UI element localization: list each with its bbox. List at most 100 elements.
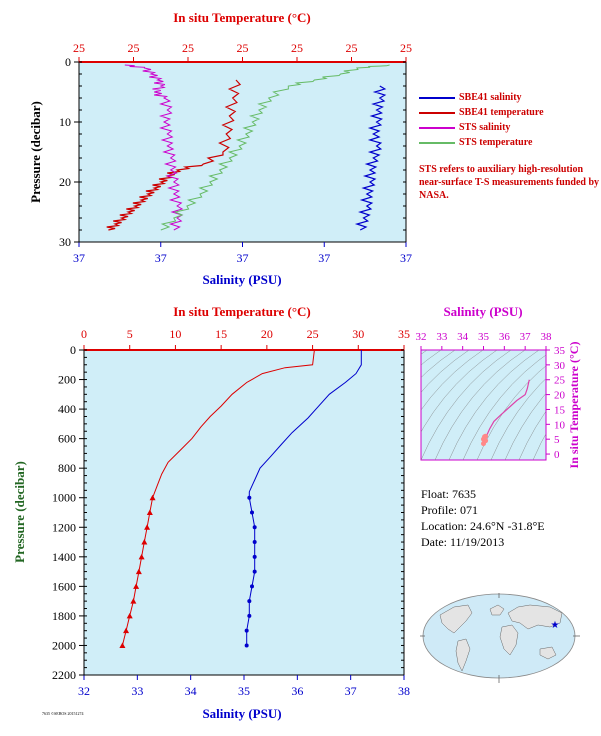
legend-note: STS refers to auxiliary high-resolution … <box>419 164 600 201</box>
main-chart-pressure-axis-title: Pressure (decibar) <box>12 461 27 563</box>
ts-right-tick-label: 0 <box>554 449 560 461</box>
main-top-tick-label: 20 <box>261 327 273 341</box>
temperature-marker <box>138 553 145 560</box>
temperature-marker <box>123 627 130 634</box>
legend-item: STS salinity <box>419 120 599 135</box>
temperature-marker <box>146 509 153 515</box>
density-contour <box>421 350 442 366</box>
legend-swatch <box>419 126 455 129</box>
salinity-marker <box>244 643 249 648</box>
salinity-profile-line <box>246 350 362 646</box>
density-contour <box>504 393 546 460</box>
top-profile-chart: In situ Temperature (°C) Salinity (PSU) … <box>28 10 412 287</box>
temperature-marker <box>133 583 140 589</box>
series-line-sts-temperature <box>160 64 390 231</box>
float-info: Float: 7635 Profile: 071 Location: 24.6°… <box>421 486 545 550</box>
density-contour <box>490 378 546 460</box>
bottom-tick-label-salinity: 37 <box>400 251 412 265</box>
legend-item: SBE41 temperature <box>419 105 599 120</box>
main-bottom-tick-label: 33 <box>131 684 143 698</box>
float-date: Date: 11/19/2013 <box>421 535 505 549</box>
legend-item: STS temperature <box>419 135 599 150</box>
figure-id: 7635 ©SEBOS 20151274 <box>42 711 84 716</box>
legend-swatch <box>419 141 455 144</box>
temperature-marker <box>130 598 137 604</box>
main-y-tick-label: 1600 <box>52 579 76 593</box>
density-contour <box>421 350 470 393</box>
main-bottom-tick-label: 32 <box>78 684 90 698</box>
main-y-tick-label: 600 <box>58 432 76 446</box>
float-number: Float: 7635 <box>421 487 477 501</box>
ts-temperature-axis-title: In situ Temperature (°C) <box>567 342 581 469</box>
main-bottom-tick-label: 36 <box>291 684 303 698</box>
salinity-marker <box>247 495 252 500</box>
float-profile: Profile: 071 <box>421 503 478 517</box>
density-contour <box>421 350 484 411</box>
salinity-marker <box>252 540 257 545</box>
ts-top-tick-label: 36 <box>499 331 511 343</box>
density-contour <box>421 350 498 433</box>
ts-top-tick-label: 32 <box>416 331 427 343</box>
density-contour <box>532 433 546 460</box>
top-tick-label-temperature: 25 <box>237 41 249 55</box>
ts-top-tick-label: 35 <box>478 331 490 343</box>
main-y-tick-label: 1200 <box>52 520 76 534</box>
main-top-tick-label: 25 <box>307 327 319 341</box>
temperature-marker <box>144 524 151 530</box>
bottom-tick-label-salinity: 37 <box>155 251 167 265</box>
bottom-tick-label-salinity: 37 <box>237 251 249 265</box>
main-top-tick-label: 15 <box>215 327 227 341</box>
main-y-tick-label: 200 <box>58 373 76 387</box>
main-top-tick-label: 0 <box>81 327 87 341</box>
legend-item: SBE41 salinity <box>419 90 599 105</box>
series-line-sbe41-salinity <box>354 85 387 231</box>
salinity-marker <box>244 628 249 633</box>
series-line-sbe41-temperature <box>106 79 242 231</box>
legend-label: SBE41 temperature <box>459 107 544 118</box>
ts-right-tick-label: 5 <box>554 434 560 446</box>
main-top-tick-label: 10 <box>169 327 181 341</box>
float-location: Location: 24.6°N -31.8°E <box>421 519 545 533</box>
main-y-tick-label: 2200 <box>52 668 76 682</box>
main-bottom-tick-label: 37 <box>345 684 357 698</box>
ts-sts-point <box>482 434 488 440</box>
salinity-marker <box>252 569 257 574</box>
main-profile-chart: In situ Temperature (°C) Salinity (PSU) … <box>12 304 410 721</box>
main-y-tick-label: 1400 <box>52 550 76 564</box>
top-tick-label-temperature: 25 <box>291 41 303 55</box>
temperature-marker <box>141 539 148 545</box>
ts-right-tick-label: 15 <box>554 404 566 416</box>
temperature-marker <box>149 494 156 501</box>
y-tick-label-pressure: 20 <box>59 175 71 189</box>
main-y-tick-label: 2000 <box>52 638 76 652</box>
main-bottom-tick-label: 35 <box>238 684 250 698</box>
main-top-tick-label: 30 <box>352 327 364 341</box>
bottom-tick-label-salinity: 37 <box>73 251 85 265</box>
y-tick-label-pressure: 0 <box>65 55 71 69</box>
main-chart-salinity-axis-title: Salinity (PSU) <box>202 706 281 721</box>
main-y-tick-label: 400 <box>58 402 76 416</box>
ts-top-tick-label: 38 <box>541 331 553 343</box>
main-chart-temperature-axis-title: In situ Temperature (°C) <box>173 304 311 319</box>
map-continents <box>439 604 563 672</box>
y-tick-label-pressure: 10 <box>59 115 71 129</box>
float-location-marker: ★ <box>551 620 560 631</box>
ts-right-tick-label: 20 <box>554 390 566 402</box>
main-y-tick-label: 0 <box>70 343 76 357</box>
top-chart-pressure-axis-title: Pressure (decibar) <box>28 101 43 203</box>
salinity-marker <box>252 554 257 559</box>
ts-right-tick-label: 35 <box>554 345 566 357</box>
y-tick-label-pressure: 30 <box>59 235 71 249</box>
salinity-marker <box>250 584 254 589</box>
legend-label: STS salinity <box>459 122 511 133</box>
legend-swatch <box>419 111 455 114</box>
top-plot-area <box>78 61 407 243</box>
ts-right-tick-label: 25 <box>554 375 566 387</box>
ts-diagram: Salinity (PSU) In situ Temperature (°C) … <box>416 304 582 469</box>
density-contour <box>518 410 546 460</box>
temperature-marker <box>135 568 142 575</box>
salinity-marker <box>247 599 252 604</box>
legend-swatch <box>419 96 455 99</box>
main-y-tick-label: 1800 <box>52 609 76 623</box>
top-tick-label-temperature: 25 <box>182 41 194 55</box>
